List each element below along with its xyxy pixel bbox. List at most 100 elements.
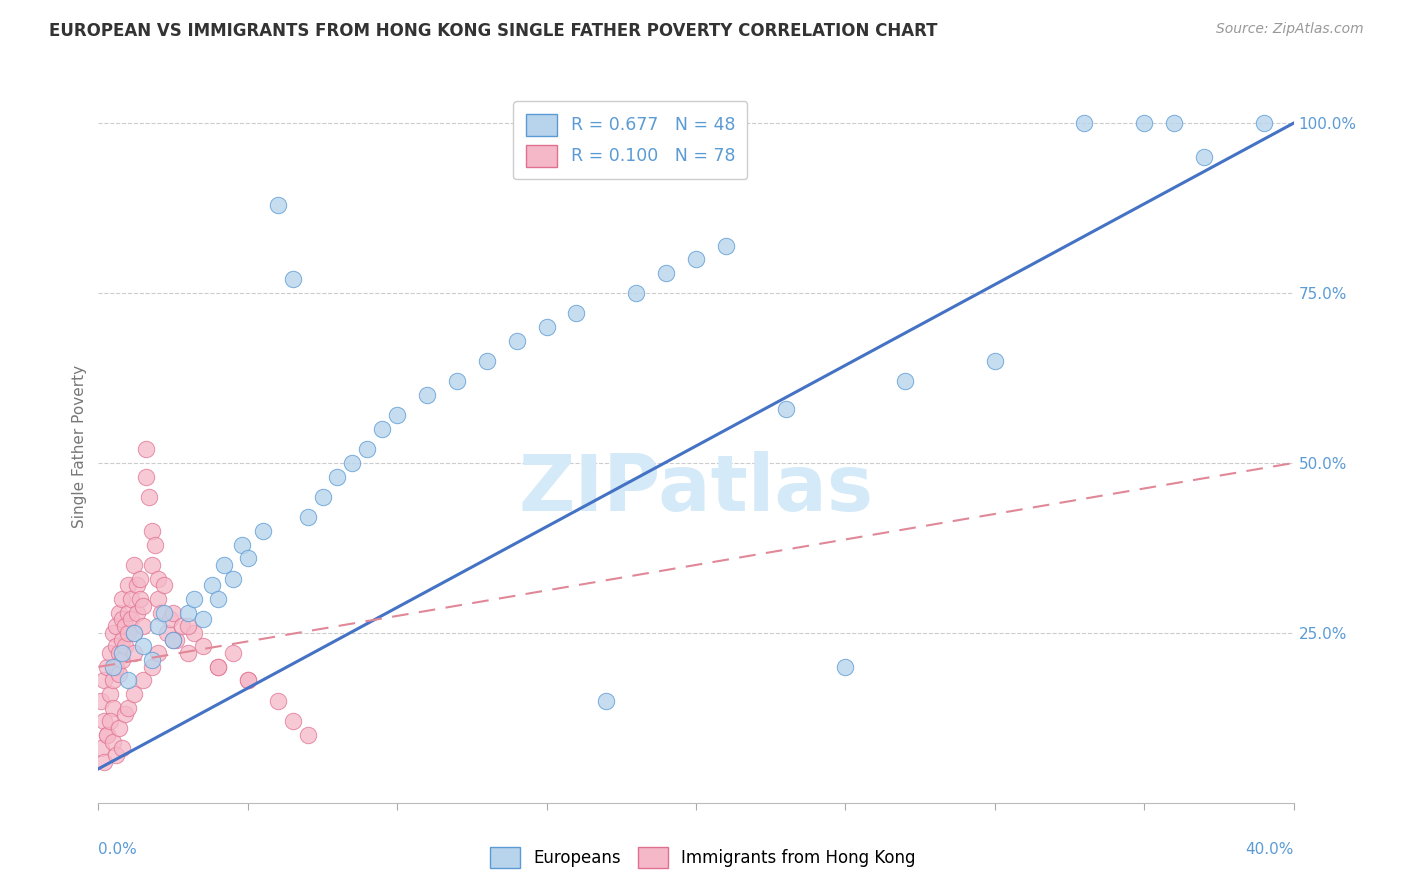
Point [98,714,122,729]
Point [236,673,259,688]
Point [162,606,184,620]
Point [156,626,179,640]
Point [183,626,205,640]
Point [183,591,205,606]
Point [111,653,134,667]
Point [297,510,319,524]
Point [98,687,122,701]
Point [103,626,125,640]
Point [385,409,409,423]
Point [111,741,134,756]
Point [117,578,139,592]
Point [148,646,170,660]
Point [124,626,146,640]
Point [416,388,439,402]
Point [117,606,139,620]
Point [207,660,229,674]
Point [475,354,498,368]
Point [90,741,112,756]
Point [222,646,245,660]
Point [108,666,131,681]
Point [103,734,125,748]
Point [326,469,349,483]
Point [105,640,128,654]
Text: ZIPatlas: ZIPatlas [519,450,873,527]
Point [775,401,797,416]
Point [536,320,558,334]
Point [108,721,131,735]
Point [212,558,235,572]
Point [120,612,142,626]
Point [124,646,146,660]
Point [984,354,1007,368]
Point [138,490,160,504]
Point [207,660,229,674]
Point [595,694,617,708]
Point [446,375,468,389]
Point [148,591,170,606]
Point [297,728,319,742]
Point [172,619,194,633]
Point [103,660,125,674]
Legend: Europeans, Immigrants from Hong Kong: Europeans, Immigrants from Hong Kong [484,840,922,875]
Point [162,632,184,647]
Point [148,619,170,633]
Point [177,606,200,620]
Point [124,558,146,572]
Point [135,469,157,483]
Point [165,632,187,647]
Point [267,694,290,708]
Point [281,714,304,729]
Point [565,306,588,320]
Point [117,700,139,714]
Point [626,286,648,301]
Point [894,375,917,389]
Point [1192,150,1215,164]
Point [342,456,364,470]
Point [96,728,118,742]
Point [93,714,115,729]
Point [252,524,274,538]
Point [655,266,678,280]
Point [177,646,200,660]
Point [111,646,134,660]
Text: EUROPEAN VS IMMIGRANTS FROM HONG KONG SINGLE FATHER POVERTY CORRELATION CHART: EUROPEAN VS IMMIGRANTS FROM HONG KONG SI… [49,22,938,40]
Point [236,551,259,566]
Point [267,198,290,212]
Point [93,673,115,688]
Point [162,632,184,647]
Point [236,673,259,688]
Point [143,537,166,551]
Point [111,632,134,647]
Point [685,252,707,266]
Point [105,660,128,674]
Point [103,700,125,714]
Point [1253,116,1275,130]
Point [141,653,163,667]
Point [124,626,146,640]
Point [231,537,253,551]
Point [191,612,214,626]
Point [117,626,139,640]
Point [1163,116,1185,130]
Point [117,673,139,688]
Point [201,578,224,592]
Text: Source: ZipAtlas.com: Source: ZipAtlas.com [1216,22,1364,37]
Point [124,687,146,701]
Point [129,572,152,586]
Point [108,646,131,660]
Point [132,619,155,633]
Point [127,606,149,620]
Point [90,694,112,708]
Point [207,591,229,606]
Point [103,673,125,688]
Text: 40.0%: 40.0% [1246,842,1294,857]
Point [153,578,176,592]
Point [1073,116,1095,130]
Point [153,606,176,620]
Point [114,640,136,654]
Point [222,572,245,586]
Point [191,640,214,654]
Point [96,660,118,674]
Point [159,612,181,626]
